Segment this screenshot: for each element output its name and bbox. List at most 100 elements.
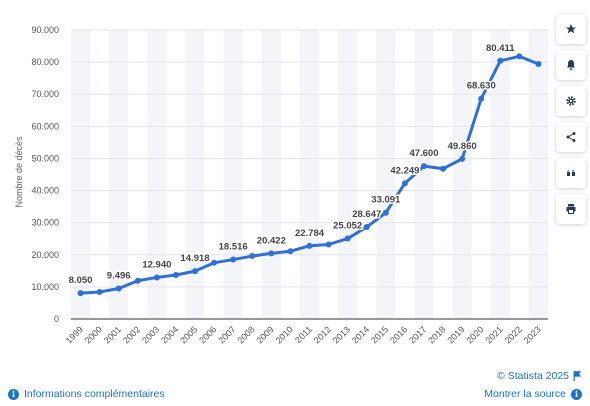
x-tick-label: 2004 [159, 324, 180, 345]
data-points [77, 53, 542, 297]
data-point [440, 165, 447, 172]
show-source-link[interactable]: Montrer la source i [484, 388, 582, 400]
y-tick-label: 30.000 [31, 218, 59, 228]
share-icon [566, 132, 576, 142]
y-axis-ticks: 0 10.000 20.000 30.000 40.000 50.000 60.000 70.… [31, 25, 59, 324]
y-axis-label: Nombre de décès [14, 136, 24, 208]
x-tick-label: 2006 [197, 324, 218, 345]
copyright-text: © Statista 2025 [497, 370, 569, 382]
data-point [153, 274, 160, 281]
alert-button[interactable] [556, 50, 586, 80]
data-label: 33.091 [371, 195, 401, 206]
data-point [115, 285, 122, 292]
x-tick-label: 2019 [445, 324, 466, 345]
data-point [77, 290, 84, 297]
data-label: 14.918 [180, 253, 209, 264]
x-tick-label: 2017 [407, 324, 428, 345]
line-chart: 0 10.000 20.000 30.000 40.000 50.000 60.000 70.… [14, 25, 548, 346]
x-tick-label: 2018 [426, 324, 447, 345]
x-tick-label: 2021 [483, 324, 504, 345]
data-point [287, 248, 294, 255]
bell-icon [567, 60, 575, 70]
data-label: 49.860 [448, 141, 477, 152]
x-tick-label: 2001 [102, 324, 123, 345]
settings-button[interactable] [556, 86, 586, 116]
column-band [147, 30, 167, 319]
x-tick-label: 2000 [83, 324, 104, 345]
data-label: 8.050 [69, 275, 93, 286]
data-labels: 8.050 9.496 12.940 14.918 18.516 20.422 22.784… [67, 41, 517, 287]
quote-icon [567, 170, 575, 176]
x-tick-label: 2007 [216, 324, 237, 345]
x-tick-label: 2012 [312, 324, 333, 345]
y-tick-label: 60.000 [31, 121, 59, 131]
column-band [299, 30, 320, 319]
column-bands [71, 30, 548, 319]
x-tick-label: 2005 [178, 324, 199, 345]
cite-button[interactable] [556, 158, 586, 188]
data-point [497, 57, 504, 64]
column-band [490, 30, 510, 319]
data-label: 18.516 [219, 242, 248, 253]
share-button[interactable] [556, 122, 586, 152]
data-label: 28.647 [352, 209, 381, 220]
y-tick-label: 80.000 [31, 57, 59, 67]
data-point [211, 259, 218, 266]
data-label: 22.784 [295, 228, 325, 239]
x-tick-label: 2002 [121, 324, 142, 345]
x-tick-label: 2014 [350, 324, 371, 345]
y-tick-label: 20.000 [31, 250, 59, 260]
x-tick-label: 2013 [331, 324, 352, 345]
print-button[interactable] [556, 194, 586, 224]
x-tick-label: 2020 [464, 324, 485, 345]
chart-toolbar [556, 14, 586, 230]
data-point [535, 61, 542, 68]
data-point [420, 163, 427, 170]
x-tick-label: 2011 [293, 324, 314, 345]
y-tick-label: 40.000 [31, 186, 59, 196]
data-point [249, 253, 256, 260]
column-band [185, 30, 205, 319]
copyright[interactable]: © Statista 2025 [497, 370, 582, 382]
data-point [306, 242, 313, 249]
data-label: 42.249 [390, 165, 419, 176]
x-tick-label: 2015 [369, 324, 390, 345]
more-info-link[interactable]: i Informations complémentaires [8, 388, 165, 400]
data-point [230, 256, 237, 263]
data-label: 20.422 [257, 235, 286, 246]
favorite-button[interactable] [556, 14, 586, 44]
data-label: 9.496 [107, 271, 131, 282]
y-tick-label: 50.000 [31, 153, 59, 163]
x-axis-ticks: 1999200020012002200320042005200620072008… [64, 324, 543, 345]
printer-icon [566, 204, 576, 214]
column-band [71, 30, 91, 319]
data-point [192, 268, 199, 275]
column-band [223, 30, 243, 319]
gear-icon [566, 96, 576, 106]
x-tick-label: 2022 [503, 324, 524, 345]
star-icon [566, 24, 576, 34]
column-band [376, 30, 396, 319]
data-point [96, 289, 103, 296]
x-tick-label: 2023 [522, 324, 543, 345]
data-point [325, 241, 332, 248]
column-band [414, 30, 434, 319]
column-band [452, 30, 472, 319]
data-label: 25.052 [333, 221, 362, 232]
data-point [459, 155, 466, 162]
info-icon: i [8, 388, 19, 400]
data-label: 12.940 [142, 259, 171, 270]
data-label: 80.411 [486, 43, 515, 54]
x-tick-label: 2003 [140, 324, 161, 345]
column-band [261, 30, 281, 319]
column-band [109, 30, 129, 319]
data-label: 47.600 [409, 148, 438, 159]
y-tick-label: 70.000 [31, 89, 59, 99]
x-tick-label: 2010 [274, 324, 295, 345]
data-point [268, 250, 275, 257]
column-band [338, 30, 358, 319]
y-tick-label: 0 [54, 314, 59, 324]
x-tick-label: 1999 [64, 324, 85, 345]
x-tick-label: 2009 [255, 324, 276, 345]
flag-icon [573, 371, 582, 381]
